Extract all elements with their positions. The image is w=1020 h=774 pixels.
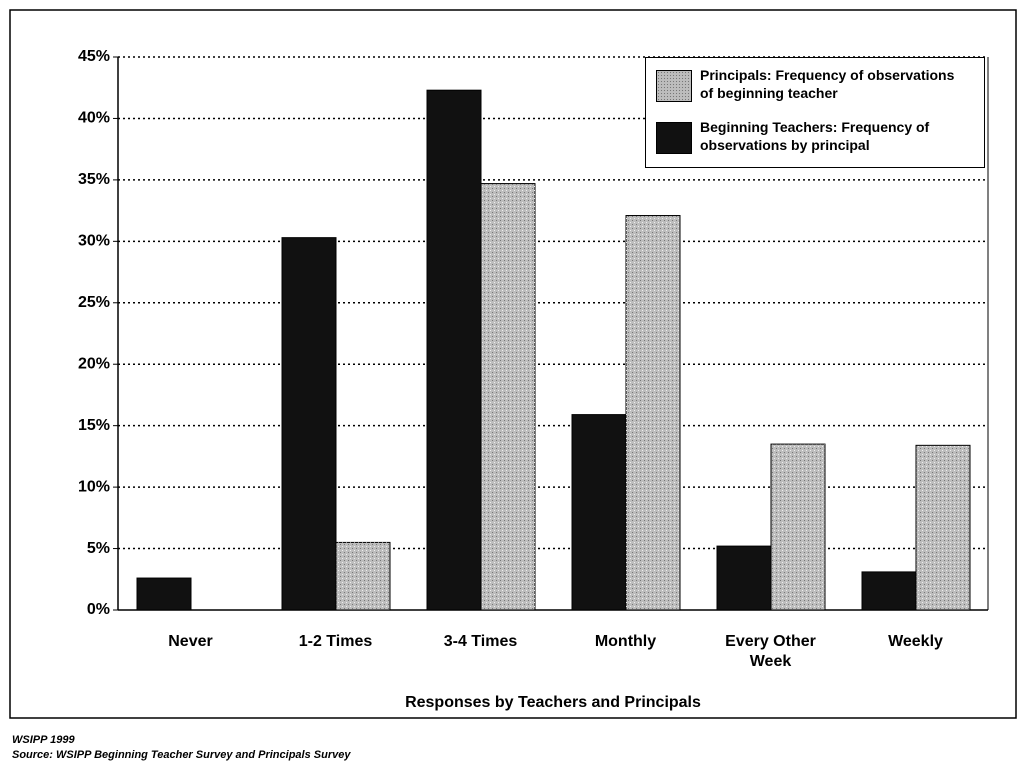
y-tick-label: 25% <box>78 294 110 311</box>
bar <box>480 183 536 611</box>
y-tick-label: 45% <box>78 48 110 65</box>
bar <box>426 89 482 611</box>
footnote: WSIPP 1999 <box>12 734 75 746</box>
x-axis-label: Responses by Teachers and Principals <box>405 694 701 711</box>
bar <box>281 237 337 611</box>
y-tick-label: 0% <box>87 601 110 618</box>
x-tick-label: Monthly <box>594 633 657 650</box>
bar <box>136 577 192 611</box>
x-tick-label: 1-2 Times <box>298 633 373 650</box>
chart-border <box>9 9 1017 719</box>
y-tick-label: 30% <box>78 233 110 250</box>
x-tick-label: Weekly <box>888 633 943 650</box>
bar <box>571 414 627 611</box>
x-tick-label: Never <box>168 633 213 650</box>
bar <box>861 571 917 611</box>
legend-item: Principals: Frequency of observations of… <box>656 66 970 102</box>
legend-swatch <box>656 70 692 102</box>
y-tick-label: 10% <box>78 478 110 495</box>
bar <box>716 545 772 611</box>
y-tick-label: 5% <box>87 540 110 557</box>
bar <box>335 541 391 611</box>
x-tick-label: 3-4 Times <box>443 633 518 650</box>
bar <box>625 215 681 611</box>
y-tick-label: 15% <box>78 417 110 434</box>
y-tick-label: 20% <box>78 355 110 372</box>
y-tick-label: 40% <box>78 110 110 127</box>
source-note: Source: WSIPP Beginning Teacher Survey a… <box>12 749 351 761</box>
y-tick-label: 35% <box>78 171 110 188</box>
legend-label: Principals: Frequency of observations of… <box>700 67 955 101</box>
legend-swatch <box>656 122 692 154</box>
legend-label: Beginning Teachers: Frequency of observa… <box>700 119 930 153</box>
legend-item: Beginning Teachers: Frequency of observa… <box>656 118 970 154</box>
bar <box>770 443 826 611</box>
bar <box>915 444 971 611</box>
legend: Principals: Frequency of observations of… <box>645 57 985 168</box>
x-tick-label: Every Other Week <box>725 633 816 670</box>
